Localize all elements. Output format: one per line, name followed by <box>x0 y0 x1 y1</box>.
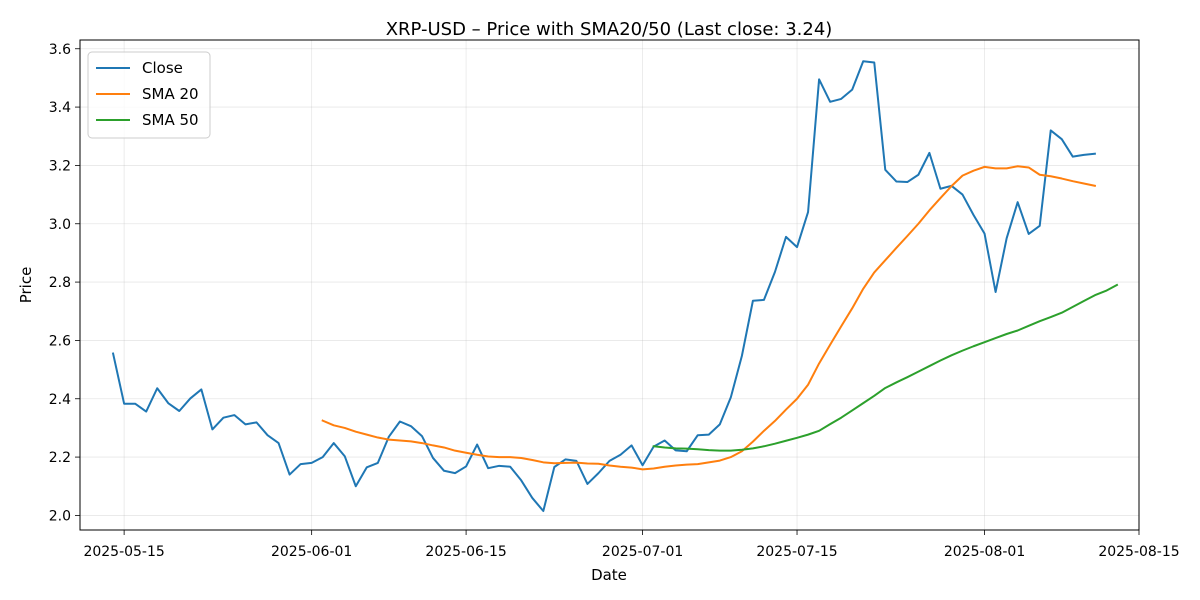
series-lines <box>111 60 1119 513</box>
legend: Close SMA 20 SMA 50 <box>87 51 211 139</box>
x-axis-label: Date <box>591 566 627 584</box>
legend-label-sma-20: SMA 20 <box>142 85 199 103</box>
chart-title: XRP-USD – Price with SMA20/50 (Last clos… <box>386 19 833 40</box>
plot-frame <box>79 39 1140 531</box>
x-axis: 2025-05-15 2025-06-01 2025-06-15 2025-07-01… <box>83 530 1180 560</box>
legend-box <box>87 51 211 139</box>
y-tick-label: 2.4 <box>49 392 71 408</box>
y-axis: 2.0 2.2 2.4 2.6 2.8 3.0 3.2 3.4 3.6 <box>49 42 80 524</box>
x-tick-label: 2025-06-15 <box>425 544 506 560</box>
y-tick-label: 2.2 <box>49 450 71 466</box>
y-tick-label: 2.8 <box>49 275 71 291</box>
legend-label-close: Close <box>142 59 183 77</box>
x-tick-label: 2025-05-15 <box>83 544 164 560</box>
y-tick-label: 3.0 <box>49 217 71 233</box>
x-tick-label: 2025-07-15 <box>756 544 837 560</box>
grid <box>80 40 1140 530</box>
y-tick-label: 2.6 <box>49 333 71 349</box>
series-line-close <box>111 60 1096 513</box>
x-tick-label: 2025-08-15 <box>1098 544 1179 560</box>
y-axis-label: Price <box>17 267 35 304</box>
series-line-sma-50 <box>652 283 1119 452</box>
legend-label-sma-50: SMA 50 <box>142 111 199 129</box>
y-tick-label: 3.4 <box>49 100 71 116</box>
series-line-sma-20 <box>321 165 1097 471</box>
y-tick-label: 3.2 <box>49 158 71 174</box>
x-tick-label: 2025-07-01 <box>602 544 683 560</box>
y-tick-label: 3.6 <box>49 42 71 58</box>
y-tick-label: 2.0 <box>49 508 71 524</box>
x-tick-label: 2025-08-01 <box>944 544 1025 560</box>
x-tick-label: 2025-06-01 <box>271 544 352 560</box>
